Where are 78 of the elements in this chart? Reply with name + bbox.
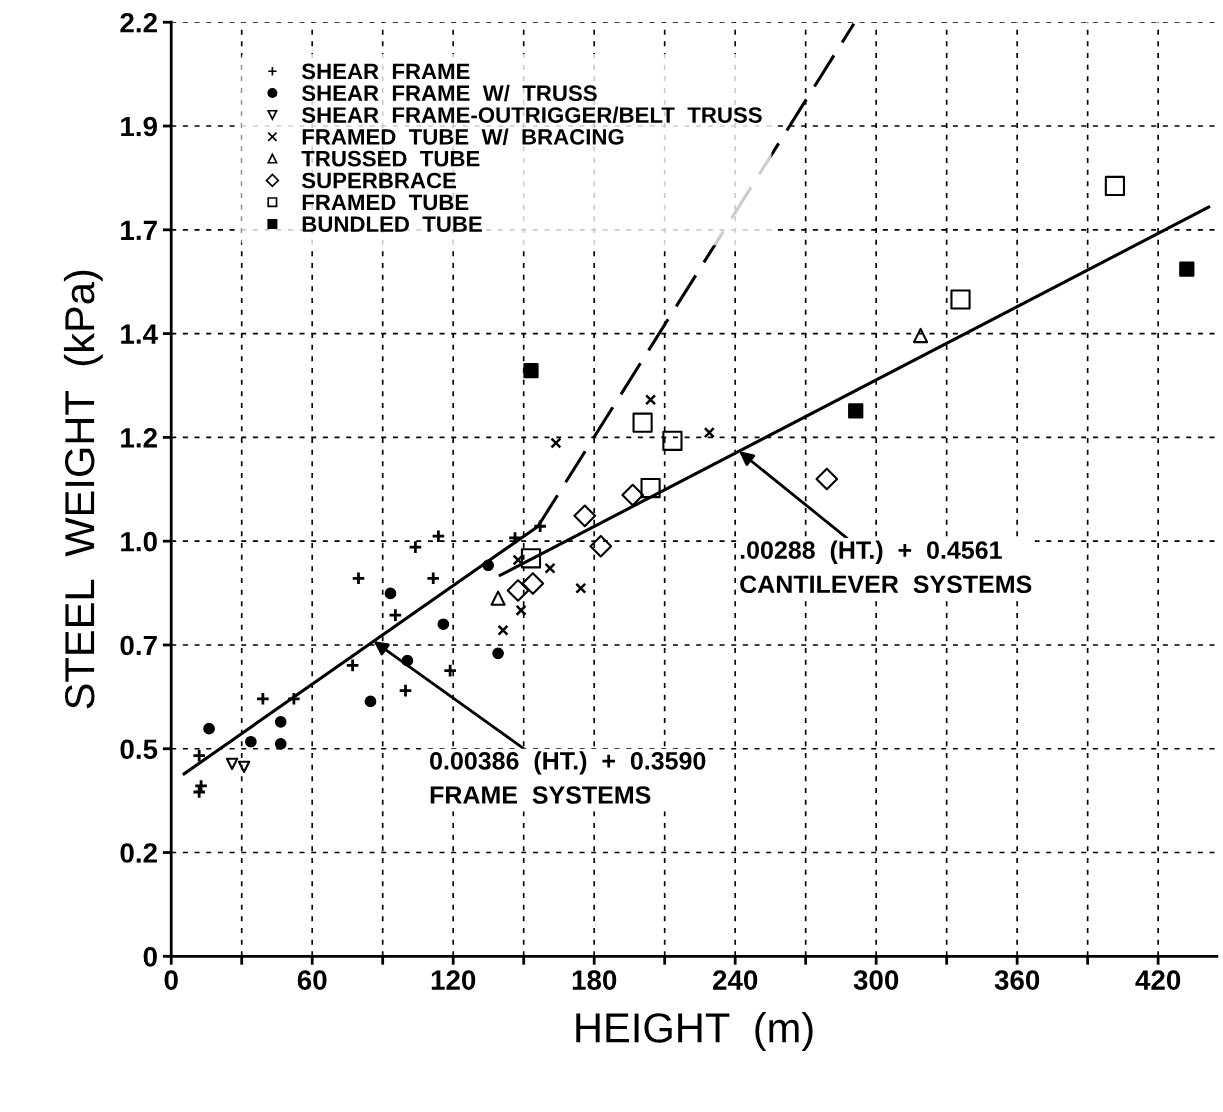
y-tick-label: 0.5	[120, 739, 158, 760]
y-tick-label: 0.7	[120, 635, 157, 656]
point	[1104, 175, 1125, 197]
point	[589, 534, 613, 558]
y-tick-label: 0	[143, 946, 157, 967]
point	[442, 663, 458, 678]
point	[521, 572, 545, 595]
y-tick-label: 1.9	[121, 116, 157, 137]
point	[520, 548, 542, 569]
legend-label: SUPERBRACE	[301, 172, 456, 189]
point	[703, 426, 715, 439]
point	[575, 582, 587, 594]
x-tick-label: 420	[1135, 970, 1181, 990]
x-tick-label: 360	[994, 970, 1040, 990]
legend-label: SHEAR FRAME W/ TRUSS	[301, 84, 597, 102]
point	[632, 412, 653, 433]
point	[815, 467, 839, 491]
point	[384, 587, 397, 600]
y-tick-label: 1.7	[121, 220, 157, 240]
point	[662, 430, 683, 451]
point	[203, 722, 215, 735]
annotation: .00288 (HT.) + 0.4561 CANTILEVER SYSTEMS	[740, 540, 1032, 594]
x-tick-label: 120	[431, 970, 476, 990]
legend-label: TRUSSED TUBE	[301, 150, 480, 167]
point	[515, 604, 527, 617]
point	[1179, 261, 1195, 277]
point	[544, 562, 556, 574]
y-tick-label: 1.0	[121, 531, 157, 552]
point	[225, 757, 239, 771]
point	[388, 607, 403, 623]
point	[351, 571, 366, 586]
legend-label: SHEAR FRAME	[301, 63, 470, 80]
legend-label: SHEAR FRAME-OUTRIGGER/BELT TRUSS	[301, 106, 762, 124]
point	[426, 571, 441, 586]
point	[255, 691, 271, 706]
point	[191, 748, 207, 763]
point	[398, 683, 413, 698]
legend-label: FRAMED TUBE	[302, 194, 469, 211]
point	[345, 658, 360, 673]
point	[274, 738, 287, 750]
x-tick-label: 180	[572, 970, 617, 990]
y-tick-label: 1.4	[121, 324, 158, 344]
point	[274, 715, 287, 728]
point	[431, 529, 446, 544]
x-tick-label: 0	[164, 970, 178, 990]
point	[286, 691, 302, 706]
x-tick-label: 240	[712, 970, 758, 990]
point	[550, 437, 562, 449]
y-axis-title: STEEL WEIGHT (kPa)	[63, 270, 103, 709]
point	[848, 403, 864, 419]
y-tick-label: 1.2	[121, 428, 157, 448]
annotation: 0.00386 (HT.) + 0.3590 FRAME SYSTEMS	[430, 751, 706, 804]
y-tick-label: 2.2	[120, 12, 157, 33]
point	[482, 559, 495, 572]
x-axis-title: HEIGHT (m)	[576, 1012, 813, 1051]
point	[573, 504, 597, 528]
point	[408, 539, 423, 555]
point	[245, 735, 257, 748]
point	[364, 695, 377, 708]
point	[497, 624, 509, 636]
point	[912, 327, 929, 344]
point	[507, 530, 523, 546]
point	[523, 363, 539, 379]
point	[506, 579, 530, 602]
legend-label: FRAMED TUBE W/ BRACING	[302, 128, 624, 145]
x-tick-label: 300	[853, 970, 899, 990]
point	[950, 289, 971, 310]
point	[437, 618, 450, 631]
legend-label: BUNDLED TUBE	[302, 216, 482, 233]
x-tick-label: 60	[297, 970, 327, 990]
point	[621, 483, 645, 507]
point	[644, 394, 657, 406]
point	[492, 647, 504, 660]
y-tick-label: 0.2	[120, 843, 157, 863]
point	[640, 478, 661, 499]
point	[490, 590, 506, 606]
point	[237, 760, 251, 774]
point	[512, 554, 524, 566]
